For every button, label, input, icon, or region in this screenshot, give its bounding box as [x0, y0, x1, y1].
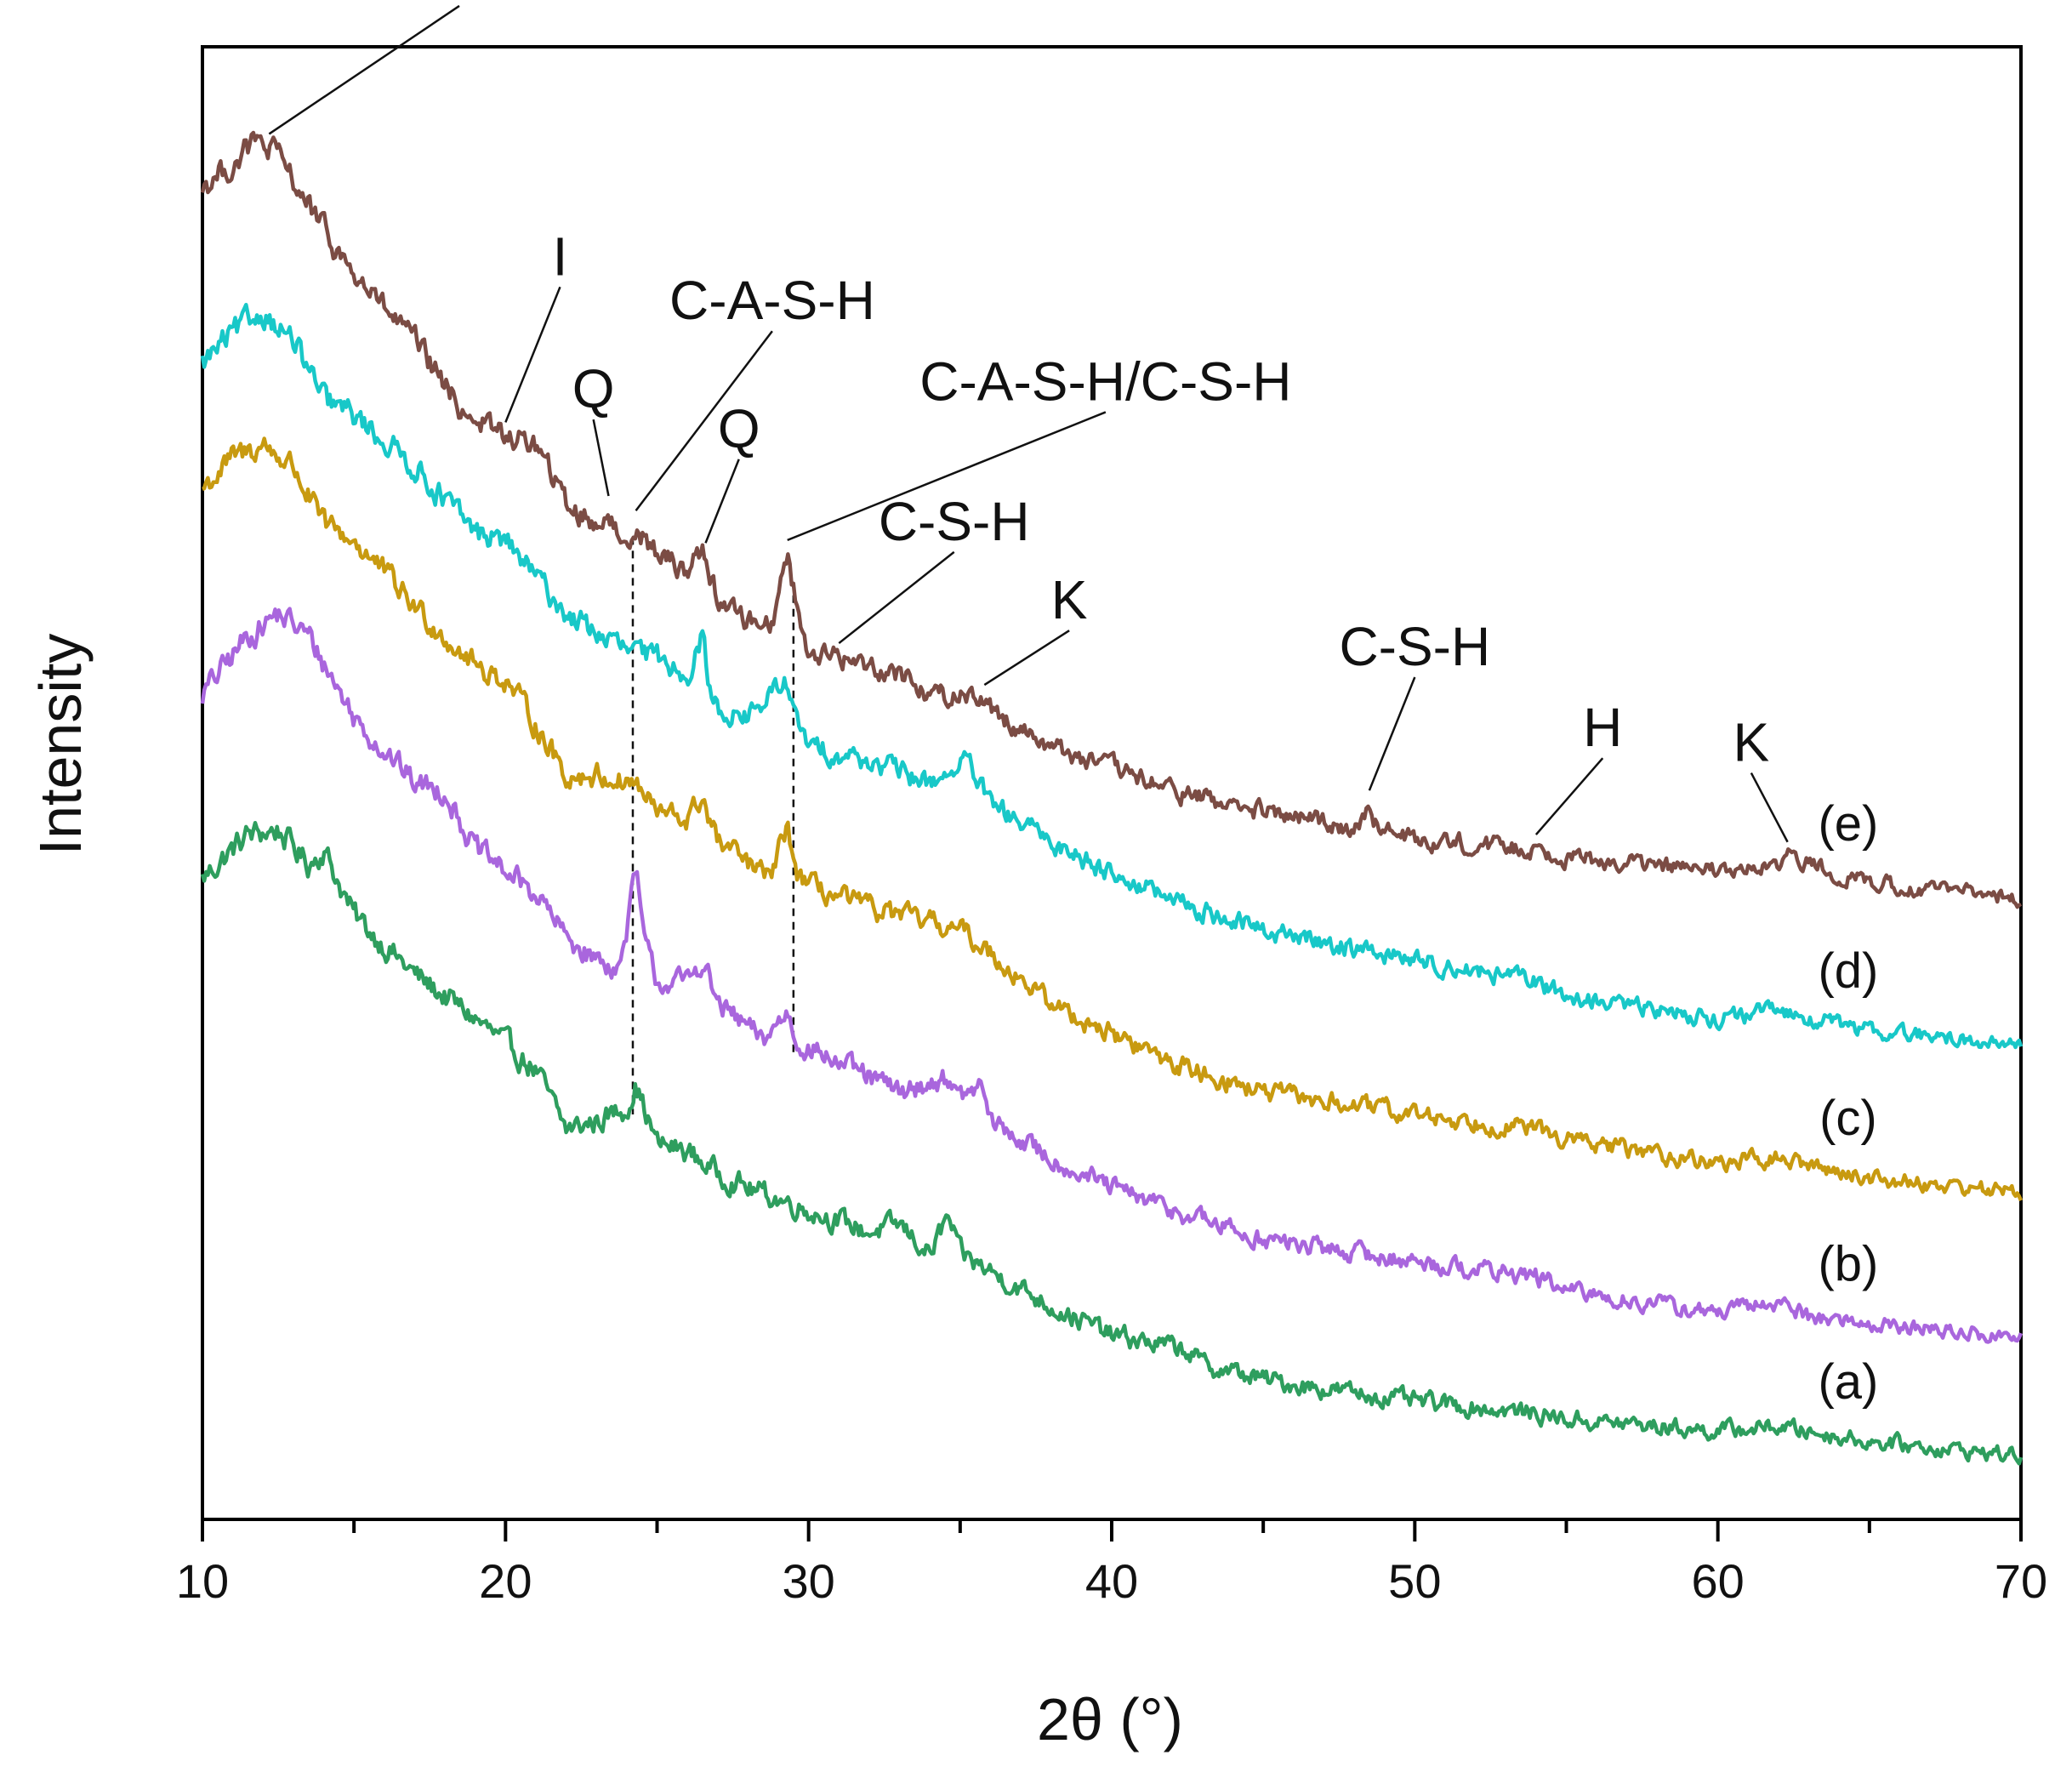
plot-frame: [201, 45, 2023, 1521]
series-line-b: [200, 607, 2024, 1344]
series-label-d: (d): [1818, 943, 1878, 999]
peak-label: K: [1051, 569, 1088, 630]
peak-leader-line: [268, 4, 460, 135]
peak-label: Q: [572, 358, 615, 419]
x-tick-label: 70: [1995, 1554, 2047, 1608]
peak-labels: K I Q C-A-S-H Q C-A-S-H/C-S-H C-S-H K C-S-H H K: [466, 0, 1769, 773]
x-axis-ticks: [201, 1519, 2023, 1542]
series-label-c: (c): [1819, 1091, 1877, 1146]
series-line-c: [202, 436, 2024, 1202]
x-axis-tick-labels: 10 20 30 40 50 60 70: [176, 1554, 2047, 1608]
x-tick-label: 10: [176, 1554, 229, 1608]
peak-leader-line: [1534, 757, 1604, 835]
series-label-e: (e): [1818, 796, 1878, 852]
peak-label: K: [1733, 712, 1770, 773]
peak-leader-line: [635, 330, 773, 512]
peak-label: C-S-H: [879, 491, 1030, 552]
x-tick-label: 50: [1388, 1554, 1441, 1608]
x-tick-label: 20: [479, 1554, 532, 1608]
peak-leader-line: [838, 550, 955, 645]
peak-label: K: [466, 0, 503, 6]
reference-lines: [631, 537, 795, 1114]
series-line-d: [200, 302, 2024, 1050]
peak-leader-line: [504, 286, 561, 423]
series-line-a: [200, 820, 2024, 1466]
peak-label: I: [553, 225, 568, 287]
x-tick-label: 60: [1692, 1554, 1745, 1608]
peak-label: C-S-H: [1339, 616, 1490, 677]
peak-leader-line: [1368, 676, 1416, 791]
series-label-a: (a): [1818, 1354, 1878, 1410]
peak-leader-line: [1750, 772, 1789, 843]
peak-leader-lines: [268, 4, 1789, 843]
series-traces: [200, 130, 2024, 1466]
peak-label: Q: [718, 398, 760, 459]
peak-label: C-A-S-H: [669, 270, 875, 331]
y-axis-title: Intensity: [27, 634, 94, 856]
x-axis-title: 2θ (°): [1037, 1686, 1183, 1752]
series-labels: (a) (b) (c) (d) (e): [1818, 796, 1878, 1410]
peak-label: C-A-S-H/C-S-H: [919, 350, 1291, 412]
peak-leader-line: [704, 459, 740, 544]
peak-leader-line: [983, 630, 1070, 687]
peak-leader-line: [592, 419, 610, 497]
series-line-e: [200, 130, 2023, 909]
x-tick-label: 30: [783, 1554, 835, 1608]
peak-leader-line: [787, 411, 1107, 542]
peak-label: H: [1583, 697, 1622, 758]
x-tick-label: 40: [1085, 1554, 1138, 1608]
series-label-b: (b): [1818, 1237, 1878, 1292]
